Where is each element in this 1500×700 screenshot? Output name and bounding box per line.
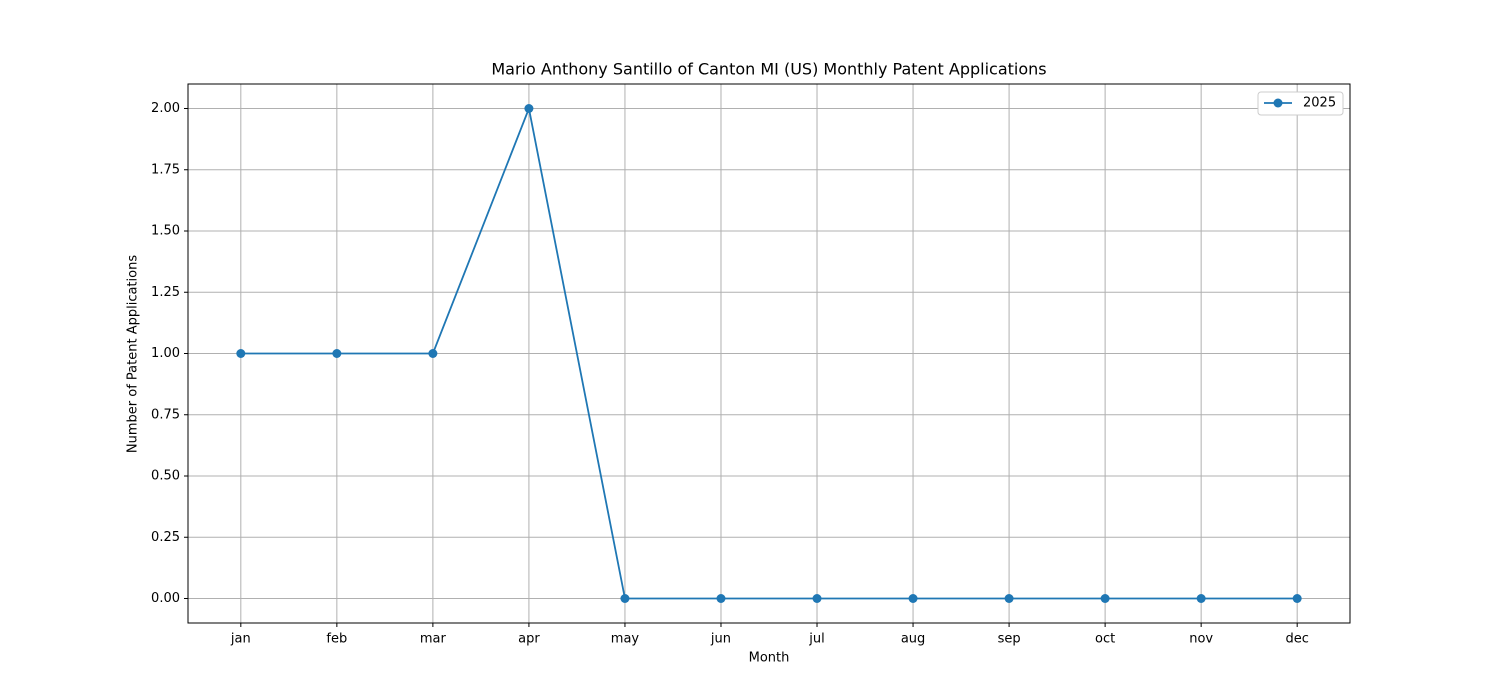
chart: Mario Anthony Santillo of Canton MI (US)… xyxy=(0,0,1500,700)
point xyxy=(716,594,725,603)
point xyxy=(524,104,533,113)
point xyxy=(909,594,918,603)
x-tick-label: jul xyxy=(808,632,824,647)
x-tick-label: aug xyxy=(901,632,925,647)
x-axis-label: Month xyxy=(749,651,790,666)
page: Mario Anthony Santillo of Canton MI (US)… xyxy=(0,0,1500,700)
y-tick-label: 0.25 xyxy=(151,530,180,545)
point xyxy=(1101,594,1110,603)
point xyxy=(813,594,822,603)
point xyxy=(332,349,341,358)
point xyxy=(620,594,629,603)
y-tick-label: 0.00 xyxy=(151,591,180,606)
y-tick-label: 0.50 xyxy=(151,469,180,484)
x-tick-label: nov xyxy=(1189,632,1213,647)
legend-marker xyxy=(1274,99,1283,108)
x-tick-label: jun xyxy=(710,632,731,647)
point xyxy=(236,349,245,358)
x-tick-label: jan xyxy=(230,632,251,647)
point xyxy=(1005,594,1014,603)
y-tick-label: 0.75 xyxy=(151,407,180,422)
x-tick-label: oct xyxy=(1095,632,1115,647)
point xyxy=(1293,594,1302,603)
y-tick-label: 1.25 xyxy=(151,285,180,300)
y-tick-label: 1.50 xyxy=(151,224,180,239)
y-tick-label: 2.00 xyxy=(151,101,180,116)
chart-title: Mario Anthony Santillo of Canton MI (US)… xyxy=(491,60,1046,79)
x-tick-label: apr xyxy=(518,632,540,647)
y-axis-label: Number of Patent Applications xyxy=(126,255,141,453)
y-tick-label: 1.75 xyxy=(151,162,180,177)
legend-label: 2025 xyxy=(1303,96,1336,111)
y-tick-label: 1.00 xyxy=(151,346,180,361)
point xyxy=(428,349,437,358)
x-tick-label: mar xyxy=(420,632,447,647)
x-tick-label: may xyxy=(611,632,640,647)
x-tick-label: sep xyxy=(998,632,1021,647)
point xyxy=(1197,594,1206,603)
x-tick-label: feb xyxy=(326,632,347,647)
x-tick-label: dec xyxy=(1285,632,1308,647)
